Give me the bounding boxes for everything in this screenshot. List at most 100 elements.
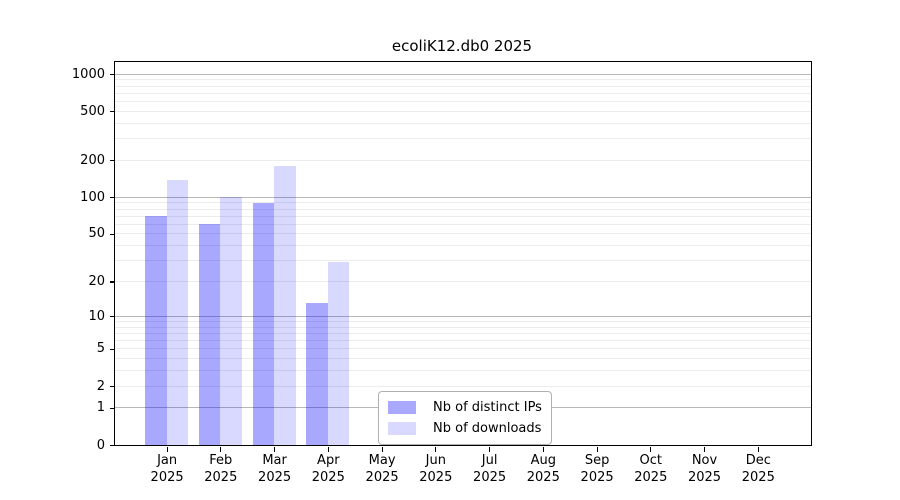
minor-gridline	[115, 260, 811, 262]
y-tick-mark	[109, 348, 115, 350]
x-tick-mark	[650, 447, 652, 452]
x-tick-year: 2025	[311, 470, 345, 485]
major-gridline	[115, 73, 811, 75]
x-tick-year: 2025	[687, 470, 722, 485]
bar-downloads	[166, 180, 189, 445]
x-tick-month: Dec	[745, 453, 771, 468]
minor-gridline	[115, 159, 811, 161]
x-tick-label: Jan 2025	[137, 452, 197, 486]
minor-gridline	[115, 110, 811, 112]
bar-downloads	[274, 166, 296, 445]
bar-distinct-ips	[145, 216, 167, 445]
y-tick-label: 500	[80, 103, 105, 119]
chart-title: ecoliK12.db0 2025	[391, 37, 533, 55]
minor-gridline	[115, 79, 811, 81]
x-tick-label: May 2025	[352, 452, 412, 486]
legend-item-downloads: Nb of downloads	[388, 418, 542, 439]
x-tick-mark	[220, 447, 222, 452]
x-tick-mark	[274, 447, 276, 452]
minor-gridline	[115, 223, 811, 225]
x-tick-mark	[166, 447, 168, 452]
x-tick-month: Mar	[262, 453, 287, 468]
x-tick-label: Dec 2025	[728, 452, 788, 486]
minor-gridline	[115, 215, 811, 217]
x-tick-year: 2025	[634, 470, 668, 485]
x-tick-label: Aug 2025	[513, 452, 573, 486]
minor-gridline	[115, 100, 811, 102]
x-tick-month: Jan	[157, 453, 178, 468]
x-tick-label: Apr 2025	[298, 452, 358, 486]
y-tick-label: 5	[96, 341, 105, 357]
y-tick-mark	[109, 385, 115, 388]
x-tick-mark	[596, 447, 598, 452]
y-tick-mark	[109, 233, 115, 235]
x-tick-mark	[703, 447, 706, 452]
bar-downloads	[220, 197, 242, 445]
minor-gridline	[115, 332, 811, 334]
x-tick-month: Oct	[639, 453, 663, 468]
legend-swatch-downloads	[388, 422, 416, 435]
legend-label-distinct-ips: Nb of distinct IPs	[433, 400, 542, 415]
x-tick-month: Apr	[317, 453, 340, 468]
y-tick-label: 1000	[71, 66, 105, 82]
minor-gridline	[115, 370, 811, 372]
x-tick-year: 2025	[258, 470, 292, 485]
legend-label-downloads: Nb of downloads	[433, 421, 542, 436]
x-tick-month: Nov	[691, 453, 718, 468]
x-tick-month: Feb	[209, 453, 233, 468]
x-tick-year: 2025	[526, 470, 560, 485]
minor-gridline	[115, 208, 811, 210]
y-tick-mark	[109, 407, 115, 409]
x-tick-mark	[435, 447, 437, 452]
minor-gridline	[115, 340, 811, 341]
x-tick-label: Jul 2025	[460, 452, 520, 486]
minor-gridline	[115, 358, 811, 360]
minor-gridline	[115, 138, 811, 139]
y-tick-mark	[109, 111, 115, 113]
minor-gridline	[115, 348, 811, 350]
minor-gridline	[115, 326, 811, 328]
x-tick-year: 2025	[419, 470, 453, 485]
x-tick-label: Nov 2025	[675, 452, 735, 486]
y-tick-mark	[109, 281, 115, 283]
x-tick-mark	[381, 447, 383, 452]
minor-gridline	[115, 245, 811, 247]
y-tick-mark	[109, 316, 115, 318]
x-tick-month: Jul	[481, 453, 498, 468]
x-tick-mark	[542, 447, 544, 452]
y-tick-mark	[109, 444, 115, 447]
y-tick-label: 2	[96, 378, 105, 394]
x-tick-year: 2025	[580, 470, 614, 485]
minor-gridline	[115, 122, 811, 124]
x-tick-mark	[757, 447, 759, 452]
legend-item-distinct-ips: Nb of distinct IPs	[388, 397, 542, 418]
y-tick-mark	[109, 73, 115, 76]
minor-gridline	[115, 233, 811, 235]
minor-gridline	[115, 202, 811, 204]
minor-gridline	[115, 281, 811, 282]
x-tick-label: Sep 2025	[567, 452, 627, 486]
x-tick-year: 2025	[365, 470, 399, 485]
y-tick-label: 200	[80, 152, 105, 168]
minor-gridline	[115, 92, 811, 94]
x-tick-year: 2025	[473, 470, 507, 485]
x-tick-label: Oct 2025	[621, 452, 681, 486]
legend: Nb of distinct IPs Nb of downloads	[378, 391, 552, 445]
bar-distinct-ips	[252, 202, 275, 445]
x-tick-year: 2025	[150, 470, 184, 485]
y-tick-label: 100	[80, 189, 105, 205]
x-tick-month: Aug	[530, 453, 556, 468]
bar-downloads	[327, 262, 350, 445]
x-tick-month: May	[368, 453, 396, 468]
x-tick-label: Jun 2025	[406, 452, 466, 486]
y-tick-mark	[109, 197, 115, 199]
x-tick-mark	[489, 447, 491, 452]
y-tick-label: 10	[88, 308, 105, 324]
y-tick-label: 1	[96, 400, 105, 416]
y-tick-label: 20	[88, 274, 105, 289]
x-tick-year: 2025	[741, 470, 775, 485]
x-tick-label: Feb 2025	[191, 452, 251, 486]
x-tick-label: Mar 2025	[245, 452, 305, 486]
y-tick-mark	[109, 160, 115, 162]
